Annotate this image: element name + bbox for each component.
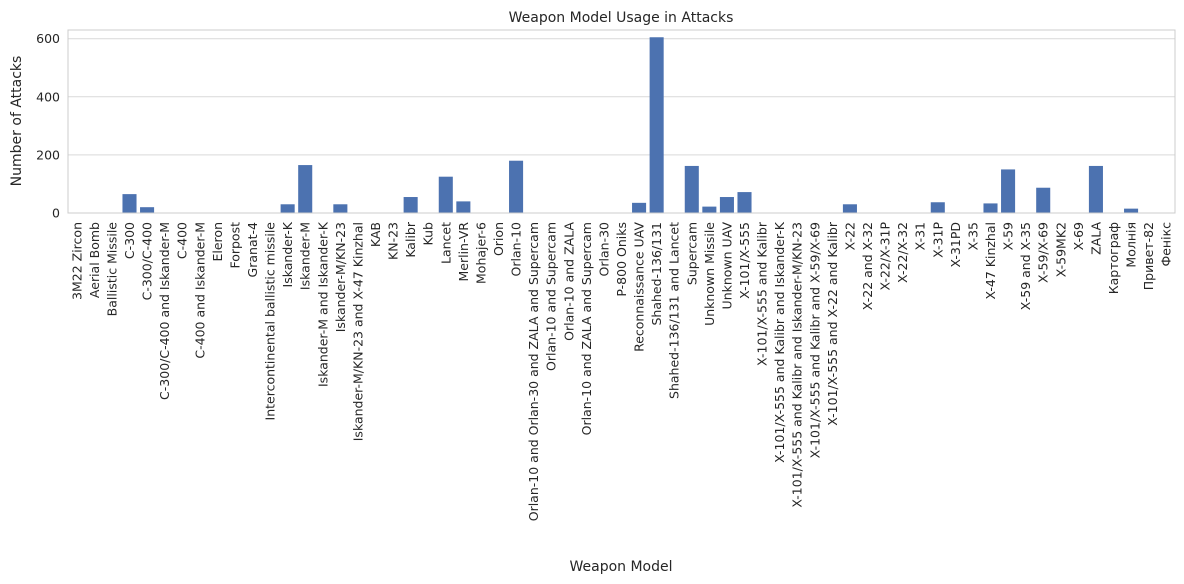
x-tick-label: Shahed-136/131 <box>649 222 664 326</box>
x-tick-label: Orlan-30 <box>596 222 611 276</box>
x-tick-label: KAB <box>368 222 383 247</box>
bar <box>280 204 295 213</box>
x-tick-label: Orlan-10 <box>509 222 524 276</box>
x-tick-label: X-101/X-555 <box>737 222 752 299</box>
x-tick-label: X-59MK2 <box>1053 222 1068 277</box>
x-tick-label: X-69 <box>1071 222 1086 250</box>
x-tick-label: Ballistic Missile <box>104 222 119 317</box>
bar <box>649 37 664 214</box>
y-tick-label: 400 <box>36 89 60 104</box>
x-tick-label: P-800 Oniks <box>614 222 629 297</box>
x-tick-label: X-22/X-31P <box>878 222 893 291</box>
x-tick-label: Iskander-M and Iskander-K <box>315 221 330 387</box>
x-tick-label: Intercontinental ballistic missile <box>263 222 278 421</box>
x-tick-label: X-101/X-555 and Kalibr <box>755 221 770 366</box>
x-tick-label: Iskander-M/KN-23 and X-47 Kinzhal <box>350 222 365 441</box>
x-tick-label: X-59 and X-35 <box>1018 222 1033 310</box>
x-tick-label: Orlan-10 and ZALA <box>561 222 576 341</box>
x-tick-label: Молнія <box>1124 222 1139 268</box>
x-tick-label: Mohajer-6 <box>473 222 488 284</box>
x-tick-label: C-300 <box>122 222 137 259</box>
x-tick-label: X-101/X-555 and Kalibr and Iskander-M/KN… <box>790 222 805 508</box>
bar <box>702 206 717 213</box>
bar <box>140 207 155 213</box>
x-tick-label: Iskander-M <box>298 222 313 290</box>
x-tick-label: X-101/X-555 and Kalibr and X-59/X-69 <box>807 222 822 458</box>
x-tick-label: Reconnaissance UAV <box>632 222 647 352</box>
bar <box>1124 208 1139 213</box>
bar <box>403 197 418 213</box>
x-tick-label: Iskander-M/KN-23 <box>333 222 348 332</box>
bar <box>1036 187 1051 213</box>
x-tick-label: Фенікс <box>1159 222 1174 267</box>
x-tick-label: KN-23 <box>386 222 401 260</box>
x-tick-label: Unknown Missile <box>702 222 717 326</box>
x-tick-label: X-101/X-555 and X-22 and Kalibr <box>825 221 840 426</box>
x-tick-label: Привет-82 <box>1141 222 1156 290</box>
x-tick-label: X-22 <box>842 222 857 250</box>
x-tick-label: X-59 <box>1001 222 1016 250</box>
x-tick-label: X-35 <box>965 222 980 250</box>
bar <box>122 194 137 213</box>
x-tick-label: Supercam <box>684 222 699 285</box>
x-tick-label: Lancet <box>438 222 453 264</box>
x-tick-label: X-31P <box>930 222 945 258</box>
bar <box>509 160 524 213</box>
bar <box>438 176 453 213</box>
x-tick-label: Orlan-10 and Supercam <box>544 222 559 371</box>
x-tick-label: Aerial Bomb <box>87 222 102 298</box>
x-tick-label: Картограф <box>1106 222 1121 294</box>
bar <box>930 202 945 213</box>
bar <box>737 192 752 213</box>
x-tick-label: Kub <box>421 222 436 245</box>
x-tick-label: C-300/C-400 and Iskander-M <box>157 222 172 400</box>
bars-layer <box>69 37 1174 214</box>
y-tick-label: 600 <box>36 31 60 46</box>
bar <box>1001 169 1016 213</box>
x-axis-label: Weapon Model <box>569 559 672 575</box>
bar <box>333 204 348 213</box>
x-tick-label: X-31PD <box>948 222 963 268</box>
bar <box>983 203 998 213</box>
y-tick-label: 0 <box>52 206 60 221</box>
x-tick-label: Iskander-K <box>280 221 295 287</box>
x-tick-label: Granat-4 <box>245 222 260 277</box>
bar <box>842 204 857 213</box>
x-tick-label: Orlan-10 and ZALA and Supercam <box>579 222 594 435</box>
x-tick-label: Merlin-VR <box>456 222 471 282</box>
x-tick-label: C-400 <box>175 222 190 259</box>
x-tick-label: Orion <box>491 222 506 256</box>
x-tick-label: C-400 and Iskander-M <box>192 222 207 359</box>
x-tick-label: X-101/X-555 and Kalibr and Iskander-K <box>772 221 787 463</box>
x-tick-label: C-300/C-400 <box>140 222 155 300</box>
bar <box>719 197 734 213</box>
y-tick-label: 200 <box>36 147 60 162</box>
x-tick-label: X-31 <box>913 222 928 250</box>
x-tick-label: ZALA <box>1088 222 1103 255</box>
chart-title: Weapon Model Usage in Attacks <box>509 10 734 26</box>
bar <box>1088 165 1103 213</box>
x-tick-label: Kalibr <box>403 221 418 258</box>
x-tick-label: 3M22 Zircon <box>69 222 84 300</box>
x-tick-label: X-59/X-69 <box>1036 222 1051 283</box>
bar <box>456 201 471 213</box>
x-tick-label: Orlan-10 and Orlan-30 and ZALA and Super… <box>526 222 541 521</box>
x-tick-label: X-22 and X-32 <box>860 222 875 310</box>
x-ticks: 3M22 Zircon Aerial Bomb Ballistic Missile C… <box>69 221 1173 521</box>
plot-frame <box>67 29 1176 214</box>
x-tick-label: Unknown UAV <box>719 222 734 310</box>
bar <box>632 202 647 213</box>
x-tick-label: Forpost <box>227 222 242 269</box>
y-ticks: 0 200 400 600 <box>36 31 60 220</box>
y-axis-label: Number of Attacks <box>9 56 25 187</box>
x-tick-label: X-47 Kinzhal <box>983 222 998 300</box>
x-tick-label: Eleron <box>210 222 225 262</box>
x-tick-label: X-22/X-32 <box>895 222 910 283</box>
x-tick-label: Shahed-136/131 and Lancet <box>667 222 682 399</box>
bar <box>298 165 313 213</box>
bar <box>684 165 699 213</box>
